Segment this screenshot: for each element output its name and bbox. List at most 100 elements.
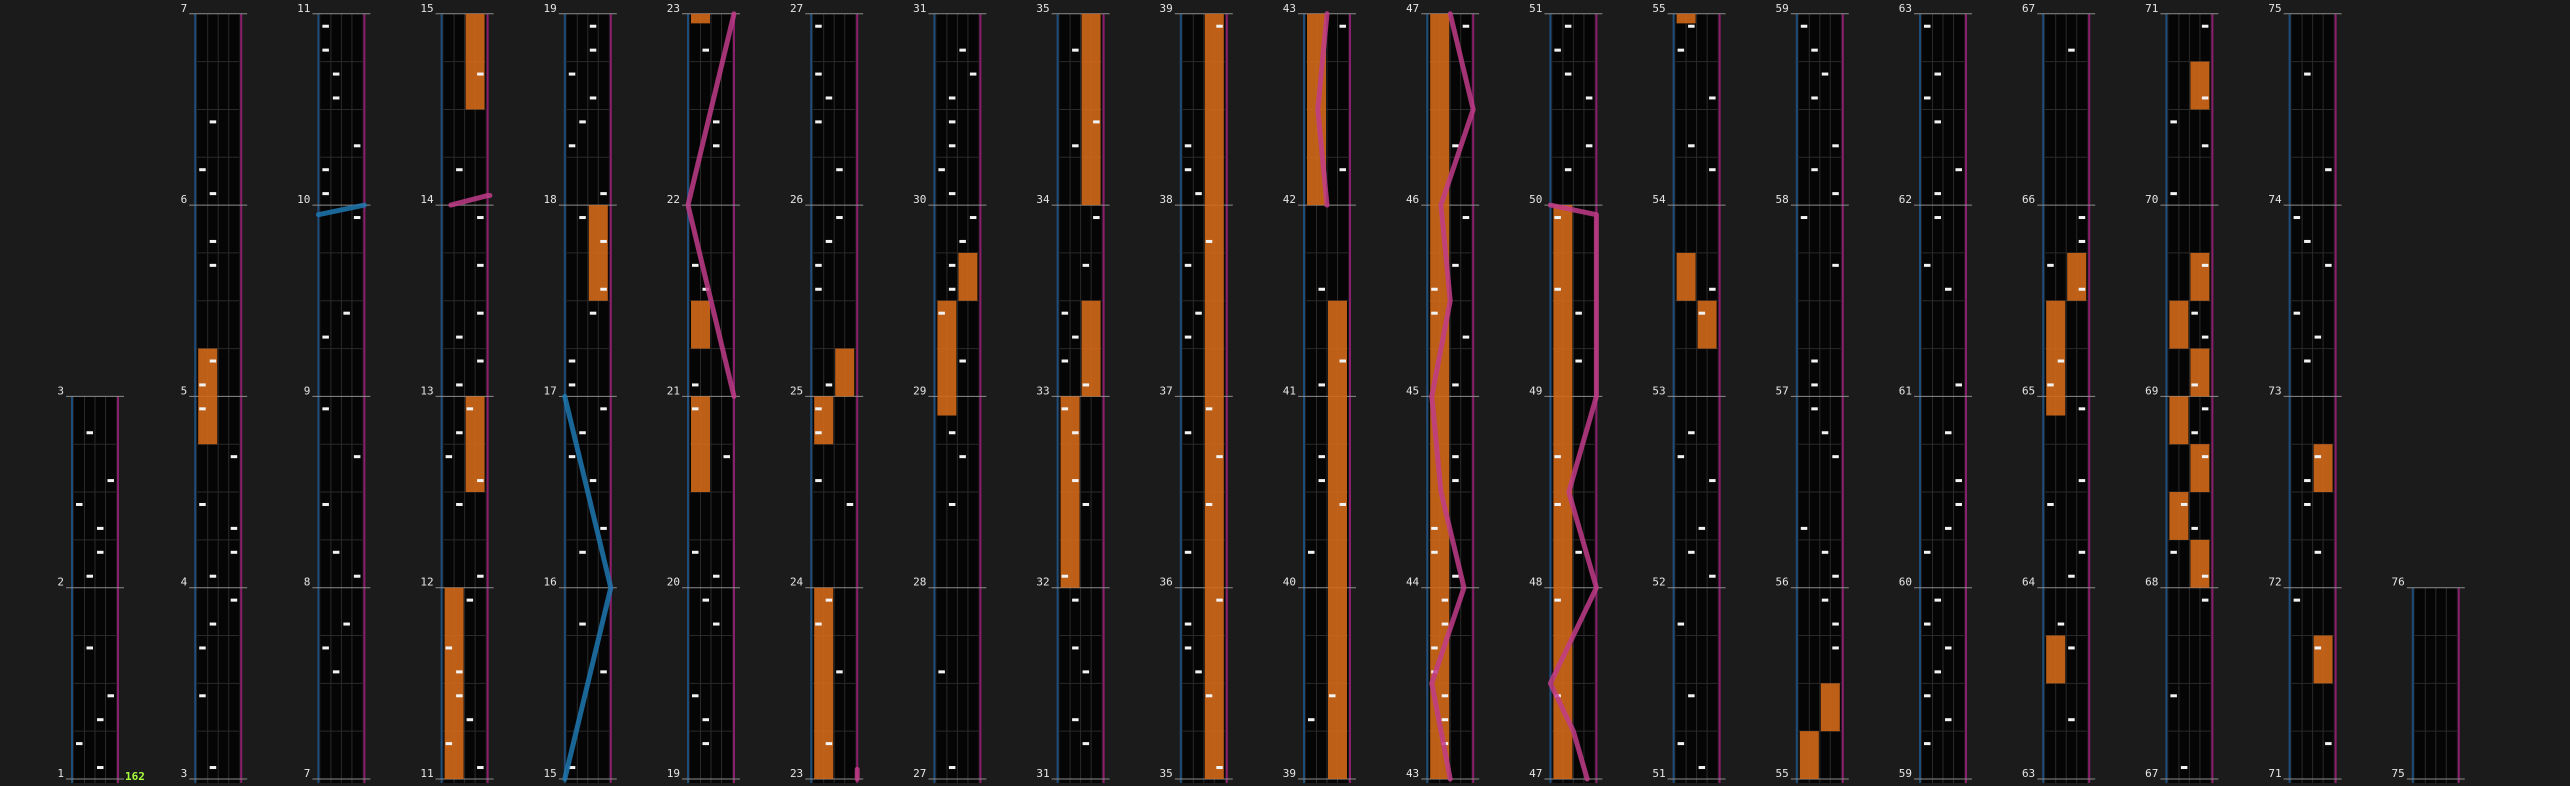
chip-note xyxy=(1195,670,1202,674)
chip-note xyxy=(1072,598,1079,602)
chip-note xyxy=(1800,526,1808,530)
chip-note xyxy=(1462,24,1470,28)
chip-note xyxy=(1688,694,1695,698)
chip-note xyxy=(1462,216,1470,220)
chip-note xyxy=(600,239,607,243)
chip-note xyxy=(1934,192,1941,196)
measure-number: 15 xyxy=(420,2,433,15)
chip-note xyxy=(825,239,833,243)
chip-note xyxy=(322,502,329,506)
chip-note xyxy=(1082,502,1090,506)
chip-note xyxy=(1832,192,1839,196)
measure-number: 51 xyxy=(1529,2,1542,15)
measure-number: 53 xyxy=(1652,384,1665,397)
chip-note xyxy=(1441,718,1449,722)
chip-note xyxy=(199,646,206,650)
chip-note xyxy=(1677,48,1685,52)
chip-note xyxy=(2325,742,2332,746)
chip-note xyxy=(1205,694,1213,698)
chip-note xyxy=(568,383,576,387)
chip-note xyxy=(1184,646,1192,650)
chip-note xyxy=(2314,646,2322,650)
fx-hold xyxy=(835,348,855,397)
chip-note xyxy=(445,455,453,459)
chip-note xyxy=(713,120,720,124)
measure-number: 70 xyxy=(2145,193,2158,206)
chip-note xyxy=(1698,311,1706,315)
chip-note xyxy=(2078,287,2086,291)
chip-note xyxy=(209,263,217,267)
measure-number: 66 xyxy=(2022,193,2035,206)
fx-hold xyxy=(1697,300,1717,349)
chip-note xyxy=(959,455,966,459)
fx-hold xyxy=(691,396,710,493)
chip-note xyxy=(815,120,822,124)
chip-note xyxy=(2170,550,2177,554)
measure-number: 43 xyxy=(1283,2,1296,15)
chip-note xyxy=(1452,144,1459,148)
chip-note xyxy=(815,407,822,411)
chip-note xyxy=(1800,24,1808,28)
chip-note xyxy=(1688,550,1695,554)
chip-note xyxy=(76,742,83,746)
chip-note xyxy=(1339,502,1346,506)
measure-number: 45 xyxy=(1406,384,1419,397)
chip-note xyxy=(723,455,730,459)
chip-note xyxy=(1072,718,1079,722)
chip-note xyxy=(445,742,453,746)
chip-note xyxy=(456,383,463,387)
laser-segment xyxy=(1547,202,1599,782)
chip-note xyxy=(1688,144,1695,148)
chip-note xyxy=(1821,598,1829,602)
chip-note xyxy=(343,622,350,626)
chip-note xyxy=(97,718,104,722)
fx-hold xyxy=(1060,396,1080,588)
fx-hold xyxy=(958,252,978,301)
chip-note xyxy=(568,144,576,148)
chip-note xyxy=(1832,574,1839,578)
chip-note xyxy=(477,574,484,578)
measure-number: 17 xyxy=(544,384,557,397)
chip-note xyxy=(702,718,709,722)
chip-note xyxy=(2078,216,2086,220)
chip-note xyxy=(948,287,956,291)
measure-number: 23 xyxy=(790,767,803,780)
measure-number: 15 xyxy=(544,767,557,780)
measure-number: 50 xyxy=(1529,193,1542,206)
chip-note xyxy=(2325,168,2332,172)
measure-number: 58 xyxy=(1776,193,1789,206)
chip-note xyxy=(1061,574,1069,578)
measure-number: 59 xyxy=(1776,2,1789,15)
chip-note xyxy=(1061,311,1069,315)
measure-number: 6 xyxy=(181,193,188,206)
chip-note xyxy=(1698,526,1706,530)
chip-note xyxy=(322,24,329,28)
laser-segment xyxy=(562,393,614,782)
chip-note xyxy=(1575,550,1582,554)
measure-number: 73 xyxy=(2268,384,2281,397)
chip-note xyxy=(713,574,720,578)
measure-number: 27 xyxy=(790,2,803,15)
chip-note xyxy=(702,598,709,602)
chip-note xyxy=(353,216,361,220)
chip-note xyxy=(1093,120,1100,124)
chip-note xyxy=(969,216,977,220)
chip-note xyxy=(2191,383,2198,387)
chip-note xyxy=(589,48,597,52)
measure-number: 37 xyxy=(1160,384,1173,397)
chip-note xyxy=(600,526,607,530)
chip-note xyxy=(2078,407,2086,411)
measure-number: 21 xyxy=(667,384,680,397)
chip-note xyxy=(1934,670,1941,674)
chip-note xyxy=(579,431,586,435)
chip-note xyxy=(209,574,217,578)
chip-note xyxy=(1709,168,1716,172)
chip-note xyxy=(1205,502,1213,506)
chip-note xyxy=(1072,144,1079,148)
fx-hold xyxy=(1799,731,1819,779)
chip-note xyxy=(477,72,484,76)
chip-note xyxy=(2180,502,2188,506)
chip-note xyxy=(1216,455,1223,459)
chip-note xyxy=(702,48,709,52)
